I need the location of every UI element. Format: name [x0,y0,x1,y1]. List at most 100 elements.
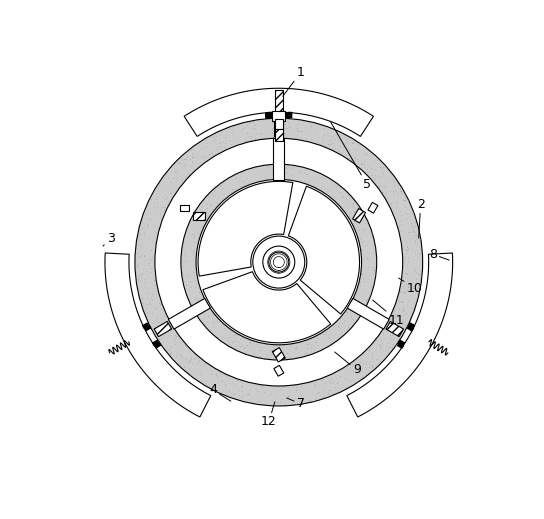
Point [281,129,290,138]
Point [152,210,160,218]
Point [381,189,390,197]
Point [325,376,334,385]
Point [257,129,265,137]
Point [267,350,276,358]
Point [223,389,232,397]
Point [198,201,207,210]
Point [355,226,363,235]
Point [187,151,196,159]
Point [153,320,162,329]
Point [361,168,369,176]
Point [350,138,359,146]
Point [407,246,416,254]
Point [387,174,396,183]
Point [344,374,353,383]
Point [143,300,152,308]
Point [284,391,293,400]
Point [256,346,264,354]
Point [147,252,156,260]
Point [409,282,418,291]
Point [187,230,196,238]
Point [153,202,162,211]
Point [389,190,398,198]
Point [347,138,356,146]
Point [134,233,143,241]
Point [197,160,206,168]
Point [205,149,214,158]
Point [416,250,425,258]
Point [247,124,256,132]
Point [401,196,410,204]
Point [190,231,199,240]
Point [243,390,252,399]
Point [156,334,165,342]
Text: 12: 12 [261,402,277,429]
Point [138,299,147,307]
Point [305,395,314,404]
Point [314,334,323,343]
Polygon shape [184,88,374,136]
Point [219,180,228,188]
Point [343,307,351,316]
Point [195,370,204,378]
Point [208,318,217,326]
Point [143,289,151,297]
Point [400,203,409,212]
Polygon shape [193,212,205,220]
Point [231,381,239,390]
Point [294,127,302,135]
Point [252,129,261,137]
Point [200,320,209,328]
Point [213,128,222,136]
Point [208,382,217,390]
Point [154,335,163,344]
Point [227,392,236,401]
Point [255,387,264,395]
Point [395,323,404,332]
Point [175,338,184,346]
Point [374,182,383,190]
Point [384,324,393,333]
Point [378,338,386,347]
Point [408,223,417,231]
Point [245,339,254,347]
Point [216,368,225,376]
Point [370,175,379,183]
Point [393,188,402,197]
Point [403,261,411,269]
Point [202,212,211,221]
Point [397,187,405,196]
Point [191,283,200,292]
Point [180,160,189,168]
Point [368,355,376,363]
Point [163,194,171,202]
Point [291,344,300,352]
Point [356,244,365,253]
Point [376,345,385,353]
Point [307,135,316,143]
Point [353,157,362,165]
Point [147,295,156,304]
Point [391,310,399,319]
Point [237,342,246,350]
Point [149,319,157,327]
Point [156,300,164,308]
Point [358,359,367,367]
Point [292,345,301,353]
Point [205,149,213,158]
Point [172,358,181,366]
Point [376,357,385,365]
Point [343,323,352,331]
Point [199,309,207,318]
Point [284,163,293,171]
Point [187,146,195,155]
Point [384,343,393,351]
Point [142,284,151,293]
Point [324,389,332,398]
Point [380,326,388,335]
Point [243,389,251,398]
Point [279,383,287,391]
Point [338,327,347,335]
Point [398,190,407,198]
Point [403,243,411,252]
